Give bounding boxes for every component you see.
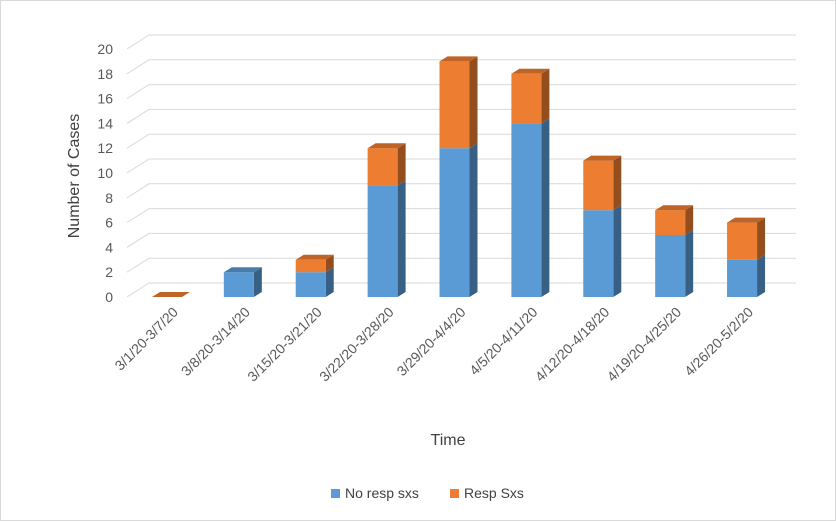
bar-resp-segment <box>295 254 334 273</box>
x-tick-label: 3/29/20-4/4/20 <box>393 304 468 379</box>
bar-resp-segment <box>439 56 478 149</box>
x-tick-label: 4/5/20-4/11/20 <box>466 304 541 379</box>
bar-top <box>439 56 478 62</box>
x-tick-label: 3/1/20-3/7/20 <box>111 304 181 374</box>
gridlines <box>126 34 796 298</box>
bar-side <box>469 56 478 149</box>
y-tick-label: 6 <box>105 215 113 231</box>
y-tick-label: 20 <box>97 41 113 57</box>
bar-top <box>151 292 190 297</box>
bar-resp-segment <box>583 155 622 211</box>
bar-side <box>685 205 694 235</box>
bar-front <box>511 123 542 298</box>
x-tick-label: 4/12/20-4/18/20 <box>532 304 613 385</box>
bar-top <box>727 217 766 223</box>
bar-top <box>511 68 550 74</box>
x-tick-label: 4/19/20-4/25/20 <box>604 304 685 385</box>
y-tick-label: 0 <box>105 289 113 305</box>
gridline <box>126 84 796 100</box>
bar-front <box>583 160 614 211</box>
bar-front <box>511 73 542 124</box>
bar-front <box>655 210 686 235</box>
gridline <box>126 108 796 124</box>
gridline <box>126 158 796 174</box>
y-tick-label: 12 <box>97 140 113 156</box>
y-tick-label: 10 <box>97 165 113 181</box>
bar-no-resp-segment <box>295 267 334 297</box>
gridline <box>126 133 796 149</box>
bar-front <box>367 148 398 186</box>
bar-top <box>583 155 622 161</box>
y-tick-label: 2 <box>105 264 113 280</box>
bar-top <box>223 267 262 273</box>
bar-no-resp-segment <box>727 254 766 297</box>
bar-no-resp-segment <box>367 180 406 297</box>
gridline <box>126 282 796 298</box>
gridline <box>126 59 796 75</box>
y-tick-label: 14 <box>97 115 113 131</box>
bar-side <box>397 180 406 297</box>
bar-no-resp-segment <box>655 230 694 297</box>
bar-front <box>295 272 326 297</box>
bar-side <box>541 68 550 124</box>
bar-front <box>439 148 470 297</box>
bar-front <box>655 235 686 297</box>
legend-label: Resp Sxs <box>464 485 524 501</box>
bar-no-resp-segment <box>439 143 478 297</box>
y-tick-label: 16 <box>97 91 113 107</box>
gridline <box>126 208 796 224</box>
bar-top <box>367 143 406 149</box>
bar-resp-segment <box>655 205 694 235</box>
bar-top <box>655 205 694 211</box>
bar-resp-segment <box>511 68 550 124</box>
bar-front <box>439 61 470 149</box>
bar-no-resp-segment <box>511 118 550 298</box>
bar-side <box>397 143 406 186</box>
bar-resp-segment <box>367 143 406 186</box>
bar-side <box>541 118 550 298</box>
y-tick-label: 4 <box>105 239 113 255</box>
x-tick-label: 3/8/20-3/14/20 <box>178 304 253 379</box>
bar-side <box>325 254 334 273</box>
bar-top <box>295 254 334 260</box>
bar-side <box>325 267 334 297</box>
bar-front <box>223 272 254 297</box>
bar-front <box>295 259 326 273</box>
bar-front <box>367 185 398 297</box>
bar-side <box>757 254 766 297</box>
bar-side <box>253 267 262 297</box>
bar-side <box>469 143 478 297</box>
x-tick-label: 3/15/20-3/21/20 <box>244 304 325 385</box>
x-axis-ticks: 3/1/20-3/7/203/8/20-3/14/203/15/20-3/21/… <box>111 304 756 385</box>
legend: No resp sxs Resp Sxs <box>331 485 524 501</box>
bar-no-resp-segment <box>223 267 262 297</box>
legend-label: No resp sxs <box>345 485 419 501</box>
bar-front <box>583 210 614 297</box>
x-axis-title: Time <box>431 432 466 449</box>
y-axis-title: Number of Cases <box>66 114 83 239</box>
y-tick-label: 18 <box>97 66 113 82</box>
gridline <box>126 232 796 248</box>
bar-resp-segment <box>727 217 766 260</box>
bar-side <box>685 230 694 297</box>
x-tick-label: 4/26/20-5/2/20 <box>681 304 756 379</box>
bar-side <box>757 217 766 260</box>
bar-side <box>613 205 622 297</box>
gridline <box>126 183 796 199</box>
y-axis-ticks: 0 2 4 6 8 10 12 14 16 18 20 <box>97 41 113 305</box>
bar-no-resp-segment <box>583 205 622 297</box>
gridline <box>126 257 796 273</box>
bar-front <box>727 259 758 297</box>
x-tick-label: 3/22/20-3/28/20 <box>316 304 397 385</box>
bar-front <box>727 222 758 260</box>
legend-swatch <box>331 489 340 498</box>
bar-side <box>613 155 622 211</box>
bars <box>151 56 766 298</box>
legend-swatch <box>450 489 459 498</box>
gridline <box>126 34 796 50</box>
y-tick-label: 8 <box>105 190 113 206</box>
